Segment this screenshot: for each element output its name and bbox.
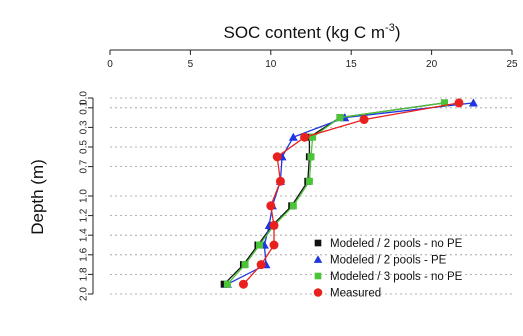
data-point-measured <box>359 115 369 125</box>
data-point-measured <box>256 260 266 270</box>
data-point-measured <box>272 152 282 162</box>
x-tick-label: 25 <box>506 59 518 70</box>
series-line-modeled-2-pools-no-pe <box>223 102 445 285</box>
data-point-modeled-3-pools-no-pe <box>309 133 317 141</box>
legend-marker-modeled-2-pools-no-pe <box>314 239 322 247</box>
y-tick-label: 0.1 <box>79 100 90 114</box>
data-point-measured <box>454 98 464 108</box>
x-axis-title-text: SOC content (kg C m <box>223 23 385 42</box>
legend: Modeled / 2 pools - no PE Modeled / 2 poo… <box>313 238 463 300</box>
series-group <box>220 98 478 289</box>
legend-label-modeled-2-pools-no-pe: Modeled / 2 pools - no PE <box>330 238 463 250</box>
data-point-modeled-3-pools-no-pe <box>440 99 448 107</box>
legend-marker-modeled-3-pools-no-pe <box>314 272 322 280</box>
x-axis-title-suffix: ) <box>395 23 401 42</box>
series-line-measured <box>243 102 460 285</box>
y-tick-label: 2.0 <box>79 287 90 301</box>
data-point-modeled-3-pools-no-pe <box>223 280 231 288</box>
axes: 0 5 10 15 20 25 0.00.1 0.3 0.5 0.7 1.0 1.2 1.4 1.6 1.8… <box>78 49 518 301</box>
y-tick-label: 0.3 <box>78 120 89 134</box>
y-tick-label: 1.6 <box>78 247 89 261</box>
grid <box>110 97 512 295</box>
data-point-modeled-3-pools-no-pe <box>305 177 313 185</box>
legend-marker-modeled-2-pools-pe <box>313 255 323 263</box>
y-tick-label: 1.8 <box>79 267 90 281</box>
y-tick-label: 1.0 <box>79 189 90 203</box>
y-tick-label: 1.2 <box>79 208 90 222</box>
data-point-modeled-3-pools-no-pe <box>336 114 344 122</box>
series-line-modeled-2-pools-pe <box>227 102 474 285</box>
series-modeled-3-pools-no-pe <box>223 99 448 288</box>
x-tick-label: 10 <box>265 59 277 70</box>
data-point-measured <box>269 240 279 250</box>
data-point-measured <box>275 176 285 186</box>
data-point-modeled-3-pools-no-pe <box>289 202 297 210</box>
legend-label-measured: Measured <box>330 288 381 300</box>
data-point-measured <box>300 132 310 142</box>
data-point-modeled-2-pools-pe <box>288 132 298 141</box>
data-point-measured <box>266 201 276 211</box>
x-axis-title-superscript: -3 <box>385 22 395 34</box>
x-tick-label: 5 <box>188 59 194 70</box>
data-point-measured <box>238 279 248 289</box>
legend-marker-measured <box>313 288 323 297</box>
y-axis-title: Depth (m) <box>28 159 47 235</box>
x-tick-label: 20 <box>426 59 438 70</box>
y-tick-label: 0.0 <box>79 91 90 105</box>
legend-label-modeled-3-pools-no-pe: Modeled / 3 pools - no PE <box>330 271 463 283</box>
data-point-measured <box>269 220 279 230</box>
x-tick-label: 15 <box>346 59 358 70</box>
y-tick-label: 1.4 <box>79 228 90 242</box>
series-line-modeled-3-pools-no-pe <box>226 102 445 285</box>
y-tick-label: 0.7 <box>79 159 90 173</box>
x-tick-label: 0 <box>107 59 113 70</box>
legend-label-modeled-2-pools-pe: Modeled / 2 pools - PE <box>330 255 447 267</box>
data-point-modeled-2-pools-pe <box>468 98 478 107</box>
series-measured <box>238 98 464 289</box>
x-axis-title: SOC content (kg C m-3) <box>223 22 400 42</box>
data-point-modeled-3-pools-no-pe <box>241 261 249 269</box>
data-point-modeled-3-pools-no-pe <box>307 153 315 161</box>
y-tick-label: 0.5 <box>79 140 90 154</box>
data-point-modeled-3-pools-no-pe <box>256 241 264 249</box>
